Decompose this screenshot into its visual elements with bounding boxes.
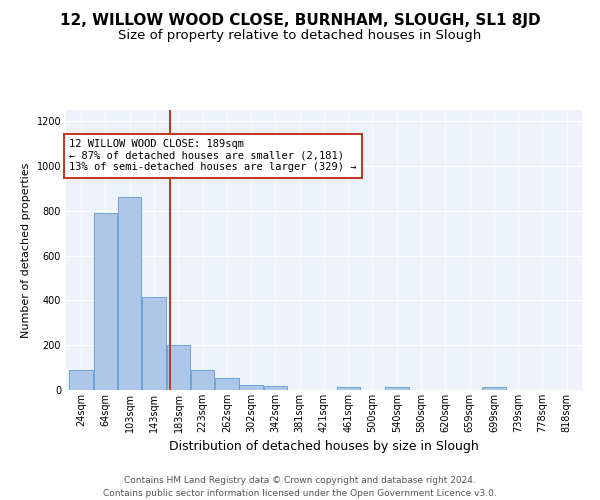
- Bar: [167, 345, 190, 390]
- Bar: [142, 297, 166, 390]
- Bar: [215, 378, 239, 390]
- Text: Contains HM Land Registry data © Crown copyright and database right 2024.
Contai: Contains HM Land Registry data © Crown c…: [103, 476, 497, 498]
- Bar: [70, 370, 93, 390]
- Text: Size of property relative to detached houses in Slough: Size of property relative to detached ho…: [118, 29, 482, 42]
- Bar: [482, 387, 506, 390]
- Bar: [337, 386, 360, 390]
- X-axis label: Distribution of detached houses by size in Slough: Distribution of detached houses by size …: [169, 440, 479, 454]
- Bar: [191, 370, 214, 390]
- Bar: [385, 387, 409, 390]
- Y-axis label: Number of detached properties: Number of detached properties: [21, 162, 31, 338]
- Bar: [239, 385, 263, 390]
- Bar: [264, 386, 287, 390]
- Bar: [118, 198, 142, 390]
- Text: 12 WILLOW WOOD CLOSE: 189sqm
← 87% of detached houses are smaller (2,181)
13% of: 12 WILLOW WOOD CLOSE: 189sqm ← 87% of de…: [69, 139, 356, 172]
- Bar: [94, 213, 117, 390]
- Text: 12, WILLOW WOOD CLOSE, BURNHAM, SLOUGH, SL1 8JD: 12, WILLOW WOOD CLOSE, BURNHAM, SLOUGH, …: [59, 12, 541, 28]
